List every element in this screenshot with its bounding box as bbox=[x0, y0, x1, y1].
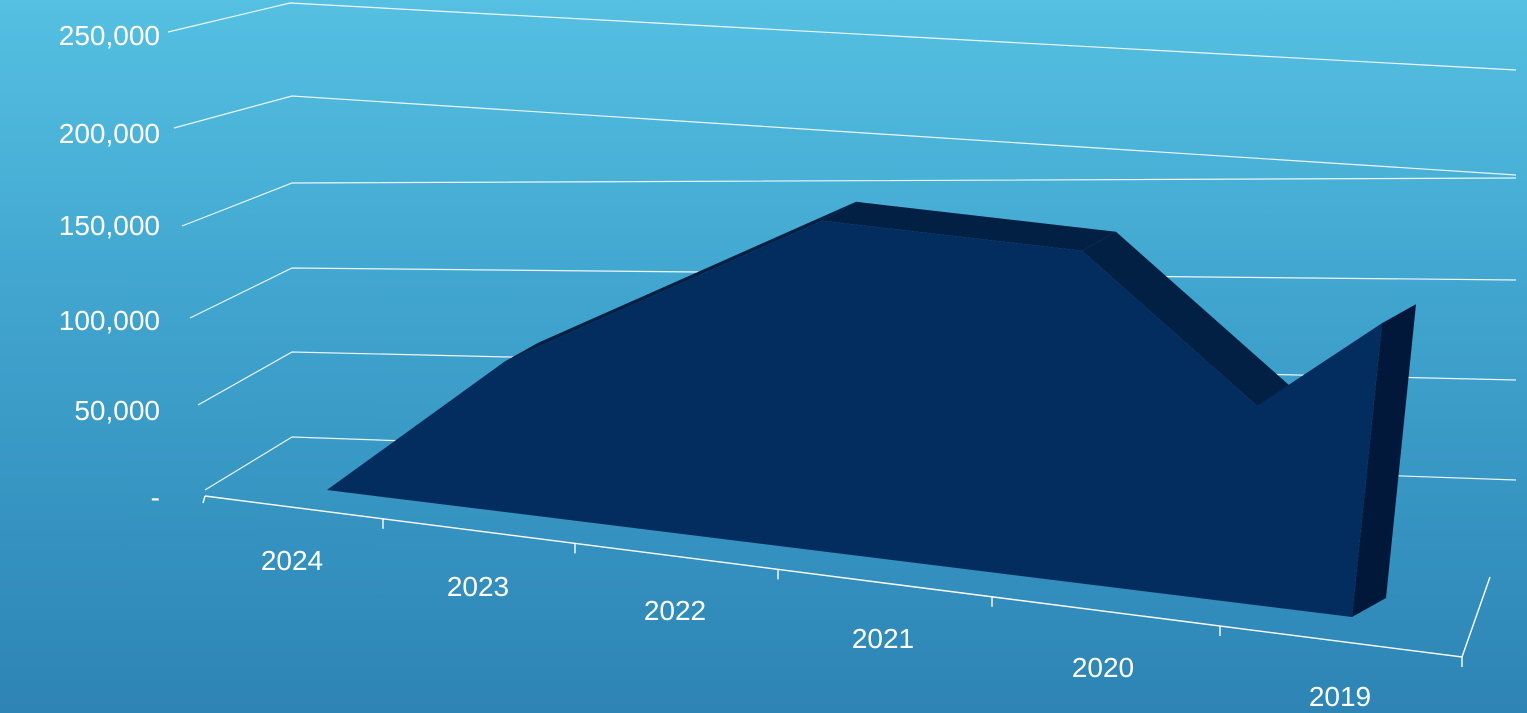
y-tick-label-4: 200,000 bbox=[59, 118, 160, 149]
y-axis-tick-labels: - 50,000 100,000 150,000 200,000 250,000 bbox=[59, 20, 160, 513]
area-top-face-1 bbox=[505, 201, 856, 362]
x-axis-tick-labels: 2024 2023 2022 2021 2020 2019 bbox=[261, 545, 1371, 712]
area-series bbox=[327, 201, 1416, 618]
x-tick-label-2022: 2022 bbox=[644, 595, 706, 626]
x-tick-label-2020: 2020 bbox=[1072, 652, 1134, 683]
y-tick-label-3: 150,000 bbox=[59, 210, 160, 241]
x-tick-label-2023: 2023 bbox=[447, 571, 509, 602]
gridline-5 bbox=[167, 2, 1517, 71]
y-tick-label-2: 100,000 bbox=[59, 305, 160, 336]
x-tick-label-2021: 2021 bbox=[852, 623, 914, 654]
x-tick-label-2024: 2024 bbox=[261, 545, 323, 576]
area-top-face-3 bbox=[1082, 231, 1291, 406]
gridline-3 bbox=[181, 177, 1517, 227]
y-tick-label-1: 50,000 bbox=[74, 395, 160, 426]
gridline-4 bbox=[173, 95, 1517, 176]
area-front-face bbox=[327, 220, 1382, 618]
area-top-face-2 bbox=[822, 201, 1116, 251]
x-axis bbox=[202, 495, 1491, 667]
x-tick-label-2019: 2019 bbox=[1309, 681, 1371, 712]
x-axis-tick-start bbox=[202, 495, 206, 504]
y-tick-label-5: 250,000 bbox=[59, 20, 160, 51]
area-side-face bbox=[1352, 304, 1416, 617]
y-tick-label-0: - bbox=[151, 482, 160, 513]
